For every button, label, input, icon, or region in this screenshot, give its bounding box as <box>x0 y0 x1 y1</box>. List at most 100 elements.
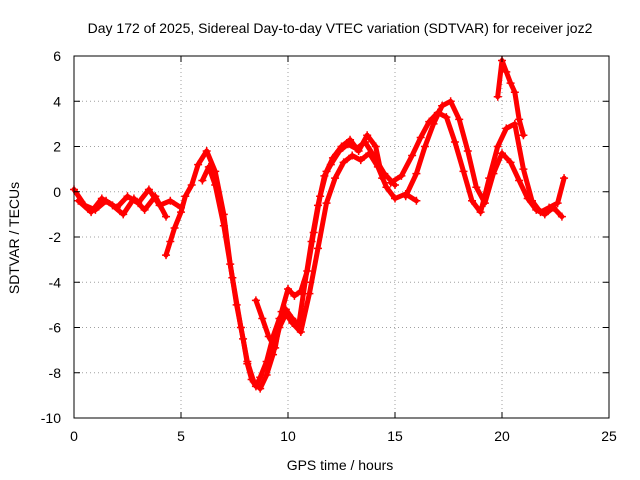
data-point <box>151 192 160 201</box>
data-point <box>258 314 267 323</box>
data-point <box>510 88 519 97</box>
data-point <box>187 180 196 189</box>
data-point <box>363 131 372 140</box>
data-point <box>337 142 346 151</box>
data-point <box>74 196 83 205</box>
data-point <box>450 137 459 146</box>
data-point <box>502 124 511 133</box>
data-point <box>328 153 337 162</box>
data-point <box>162 251 171 260</box>
data-point <box>108 201 117 210</box>
data-point <box>288 318 297 327</box>
data-point <box>269 350 278 359</box>
grid-lines <box>74 56 609 418</box>
data-point <box>322 167 331 176</box>
data-point <box>87 208 96 217</box>
data-point <box>506 158 515 167</box>
data-point <box>305 289 314 298</box>
data-point <box>309 228 318 237</box>
data-point <box>277 307 286 316</box>
data-point <box>476 208 485 217</box>
data-point <box>489 169 498 178</box>
y-tick-label: -4 <box>49 274 62 290</box>
data-point <box>97 194 106 203</box>
chart-title: Day 172 of 2025, Sidereal Day-to-day VTE… <box>88 20 593 36</box>
data-point <box>519 165 528 174</box>
series-sat-c <box>162 137 399 391</box>
data-point <box>303 266 312 275</box>
data-point <box>382 183 391 192</box>
data-point <box>468 196 477 205</box>
data-point <box>316 192 325 201</box>
series-sat-b <box>74 192 171 221</box>
data-point <box>459 167 468 176</box>
data-point <box>378 174 387 183</box>
data-point <box>290 291 299 300</box>
data-point <box>243 357 252 366</box>
data-point <box>123 192 132 201</box>
y-tick-label: 2 <box>53 139 61 155</box>
series-trace <box>163 139 398 389</box>
data-point <box>204 162 213 171</box>
data-point <box>472 183 481 192</box>
data-point <box>493 142 502 151</box>
data-point <box>438 101 447 110</box>
data-point <box>331 174 340 183</box>
data-point <box>515 176 524 185</box>
data-point <box>296 328 305 337</box>
x-tick-label: 15 <box>387 428 403 444</box>
data-point <box>166 196 175 205</box>
x-axis-title: GPS time / hours <box>287 457 394 473</box>
data-point <box>429 119 438 128</box>
y-tick-label: -8 <box>49 365 62 381</box>
data-point <box>515 115 524 124</box>
data-point <box>170 223 179 232</box>
y-tick-label: 0 <box>53 184 61 200</box>
data-point <box>119 210 128 219</box>
data-point <box>386 178 395 187</box>
data-point <box>420 142 429 151</box>
x-tick-label: 5 <box>177 428 185 444</box>
data-point <box>553 199 562 208</box>
y-tick-label: -2 <box>49 229 62 245</box>
data-point <box>493 92 502 101</box>
data-point <box>463 147 472 156</box>
data-point <box>412 169 421 178</box>
data-point <box>391 194 399 203</box>
data-point <box>198 176 207 185</box>
data-point <box>284 285 292 294</box>
x-tick-label: 0 <box>70 428 78 444</box>
data-point <box>408 151 417 160</box>
data-point <box>313 244 322 253</box>
data-point <box>356 156 365 165</box>
y-tick-label: 4 <box>53 93 61 109</box>
data-point <box>144 185 153 194</box>
y-tick-label: 6 <box>53 48 61 64</box>
y-tick-label: -6 <box>49 320 62 336</box>
y-tick-label: -10 <box>41 410 61 426</box>
data-point <box>177 208 185 217</box>
data-point <box>510 119 519 128</box>
data-point <box>339 158 348 167</box>
data-point <box>271 343 280 352</box>
series-sat-g <box>401 97 566 221</box>
data-point <box>219 221 228 230</box>
data-point <box>498 149 506 158</box>
data-point <box>397 171 406 180</box>
data-point <box>296 287 305 296</box>
data-point <box>264 332 273 341</box>
data-point <box>354 147 363 156</box>
data-point <box>480 199 489 208</box>
data-point <box>166 237 175 246</box>
data-point <box>455 115 464 124</box>
data-point <box>442 113 451 122</box>
data-point <box>256 384 265 393</box>
data-point <box>446 97 455 106</box>
data-point <box>251 296 260 305</box>
data-point <box>249 377 258 386</box>
data-point <box>560 174 569 183</box>
data-point <box>412 196 421 205</box>
data-point <box>236 323 245 332</box>
series-trace <box>199 150 419 392</box>
series-sat-e <box>251 131 387 352</box>
